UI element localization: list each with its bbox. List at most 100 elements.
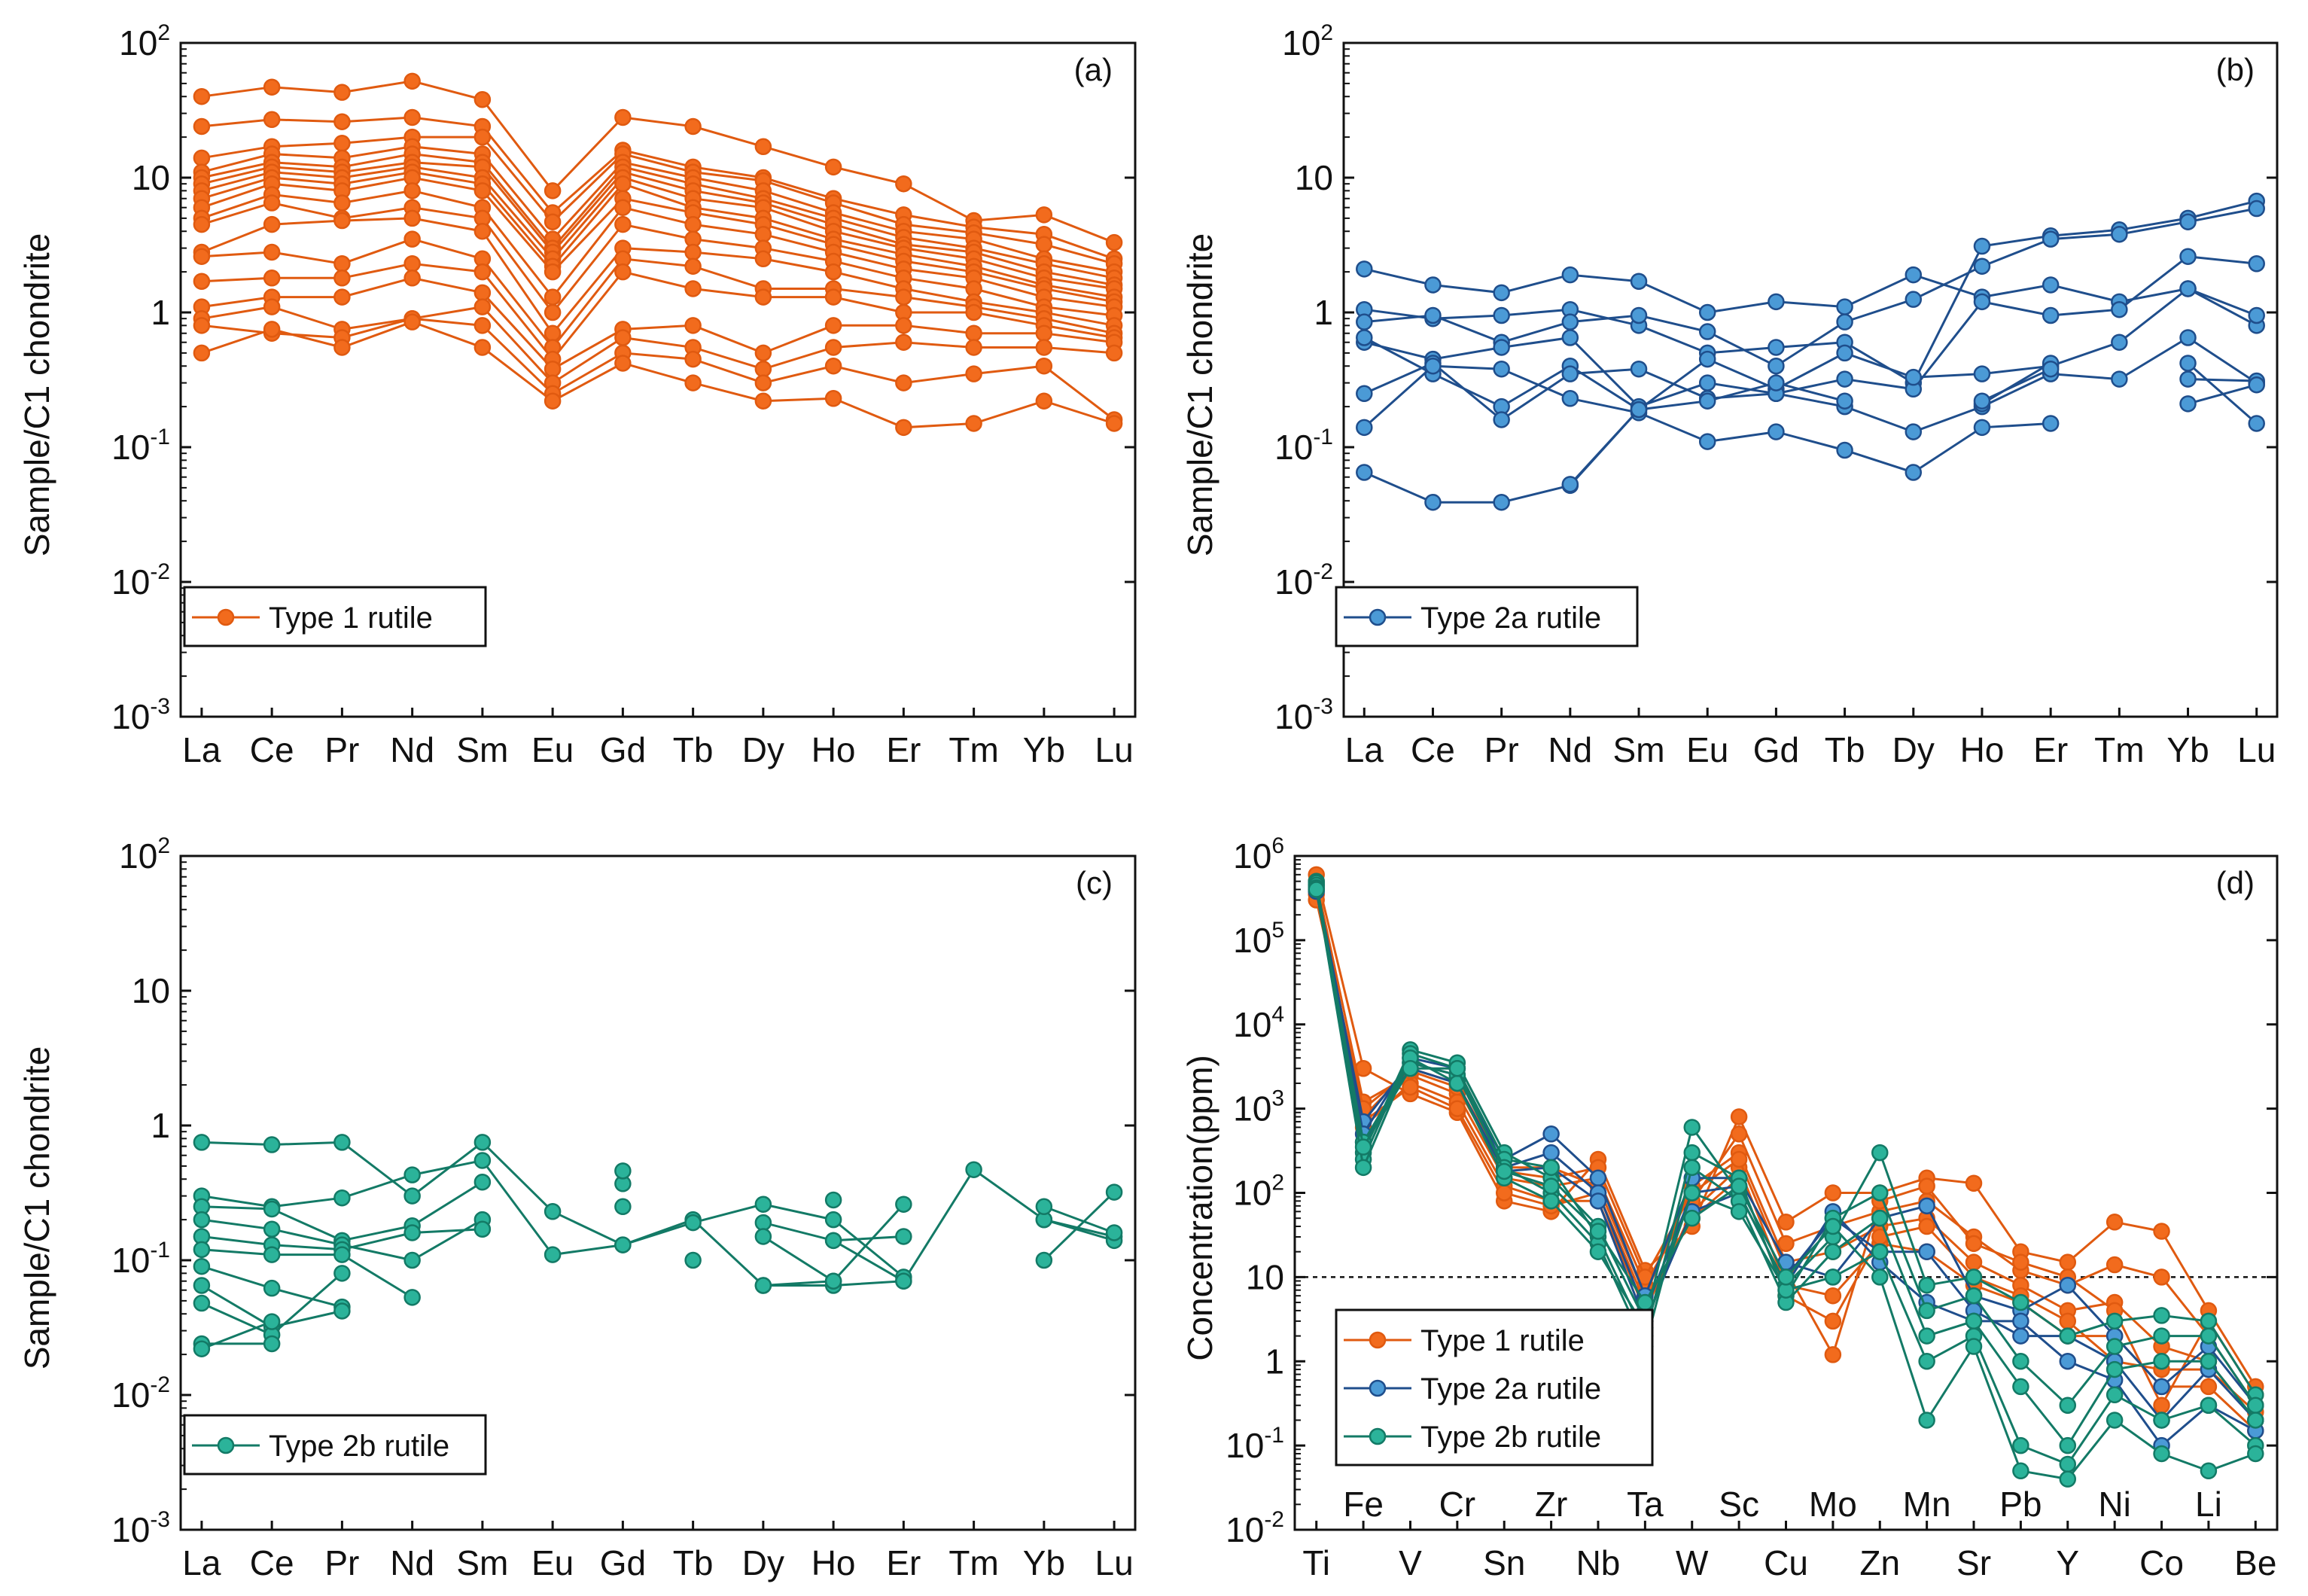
data-point — [263, 1220, 281, 1238]
data-point — [1698, 374, 1716, 391]
data-point — [2111, 300, 2128, 318]
data-point — [1035, 206, 1053, 224]
legend: Type 1 rutile Type 2a rutile Type 2b rutil… — [1335, 1308, 1654, 1467]
y-axis-label: Sample/C1 chondrite — [17, 233, 56, 557]
data-point — [1354, 1159, 1372, 1177]
data-point — [1905, 423, 1923, 440]
series-5 — [1356, 329, 2265, 440]
data-point — [824, 288, 842, 306]
data-point — [1965, 1312, 1983, 1330]
data-point — [754, 288, 772, 306]
data-point — [895, 175, 912, 193]
data-point — [2059, 1396, 2077, 1414]
panel-label: (d) — [2216, 865, 2255, 900]
data-point — [1356, 464, 1373, 481]
data-point — [1354, 1138, 1372, 1156]
data-point — [1402, 1059, 1419, 1077]
x-tick-label: Dy — [742, 730, 784, 769]
data-point — [2247, 1396, 2264, 1414]
data-point — [1630, 306, 1648, 324]
x-tick-label-top: Cr — [1439, 1485, 1476, 1524]
data-point — [2153, 1327, 2170, 1345]
data-point — [1824, 1217, 1842, 1235]
data-point — [544, 392, 562, 410]
series-line — [201, 262, 1115, 361]
plot-frame — [179, 854, 1137, 1531]
panel-label: (a) — [1074, 52, 1113, 87]
data-point — [684, 243, 702, 261]
data-point — [2059, 1455, 2077, 1473]
series-line — [2188, 383, 2258, 405]
data-point — [824, 263, 842, 281]
data-point — [333, 1265, 351, 1282]
data-point — [1905, 291, 1923, 308]
series-9 — [193, 182, 1123, 315]
data-point — [2012, 1436, 2029, 1454]
data-point — [2059, 1312, 2077, 1330]
x-tick-label: Nd — [1548, 730, 1592, 769]
data-point — [684, 374, 702, 391]
data-point — [1730, 1177, 1748, 1195]
x-tick-label: Sn — [1483, 1543, 1525, 1582]
data-point — [1589, 1192, 1607, 1210]
x-tick-label: Ho — [1960, 730, 2005, 769]
data-point — [684, 1214, 702, 1232]
legend: Type 2b rutile — [183, 1414, 487, 1476]
data-point — [824, 1211, 842, 1229]
data-point — [2106, 1312, 2124, 1330]
x-tick-label: Lu — [1095, 1543, 1134, 1582]
data-point — [2200, 1378, 2218, 1396]
data-point — [1918, 1412, 1935, 1429]
data-point — [2200, 1312, 2218, 1330]
y-tick-label: 10-1 — [1274, 425, 1333, 467]
data-point — [2247, 1412, 2264, 1429]
data-point — [2059, 1436, 2077, 1454]
y-tick-label: 10-1 — [111, 425, 170, 467]
data-point — [1493, 411, 1510, 428]
data-point — [1356, 419, 1373, 437]
x-tick-label: Nd — [390, 730, 434, 769]
data-point — [1777, 1214, 1795, 1231]
y-axis-label: Sample/C1 chondrite — [1180, 233, 1219, 557]
data-point — [1824, 1184, 1842, 1202]
series-line — [1363, 255, 2257, 408]
data-point — [2106, 1214, 2124, 1231]
data-point — [614, 1198, 632, 1216]
data-point — [1561, 313, 1579, 330]
data-point — [263, 1200, 281, 1218]
data-point — [1630, 360, 1648, 378]
data-point — [2111, 334, 2128, 351]
series-8 — [193, 1265, 351, 1344]
series-1 — [193, 1152, 1123, 1286]
plot-frame — [1342, 41, 2279, 718]
data-point — [2059, 1253, 2077, 1271]
series-6 — [193, 1162, 842, 1316]
data-point — [1698, 392, 1716, 410]
data-point — [193, 117, 211, 136]
data-point — [895, 374, 912, 391]
series-line — [763, 1280, 834, 1287]
panel-label: (c) — [1076, 865, 1113, 900]
data-point — [1973, 237, 1991, 255]
data-point — [403, 313, 421, 330]
data-point — [2200, 1462, 2218, 1480]
data-point — [1493, 493, 1510, 511]
x-tick-label: Tb — [673, 1543, 714, 1582]
x-tick-label: Yb — [1023, 730, 1065, 769]
x-tick-label: Eu — [531, 730, 574, 769]
data-point — [754, 1277, 772, 1294]
data-point — [544, 1203, 562, 1220]
panel-d: 10610510410310210110-110-2TiFeVCrSnZrNbT… — [1180, 833, 2279, 1582]
legend-entry-label: Type 2b rutile — [1420, 1421, 1601, 1454]
data-point — [1448, 1059, 1466, 1077]
data-point — [193, 317, 211, 334]
x-tick-label: Tm — [2094, 730, 2144, 769]
data-point — [754, 374, 772, 391]
data-point — [473, 284, 492, 302]
data-point — [1871, 1269, 1889, 1286]
data-point — [2106, 1386, 2124, 1404]
data-point — [895, 1228, 912, 1245]
data-point — [1105, 233, 1123, 251]
data-point — [1836, 344, 1853, 362]
x-tick-label: Tm — [948, 1543, 998, 1582]
